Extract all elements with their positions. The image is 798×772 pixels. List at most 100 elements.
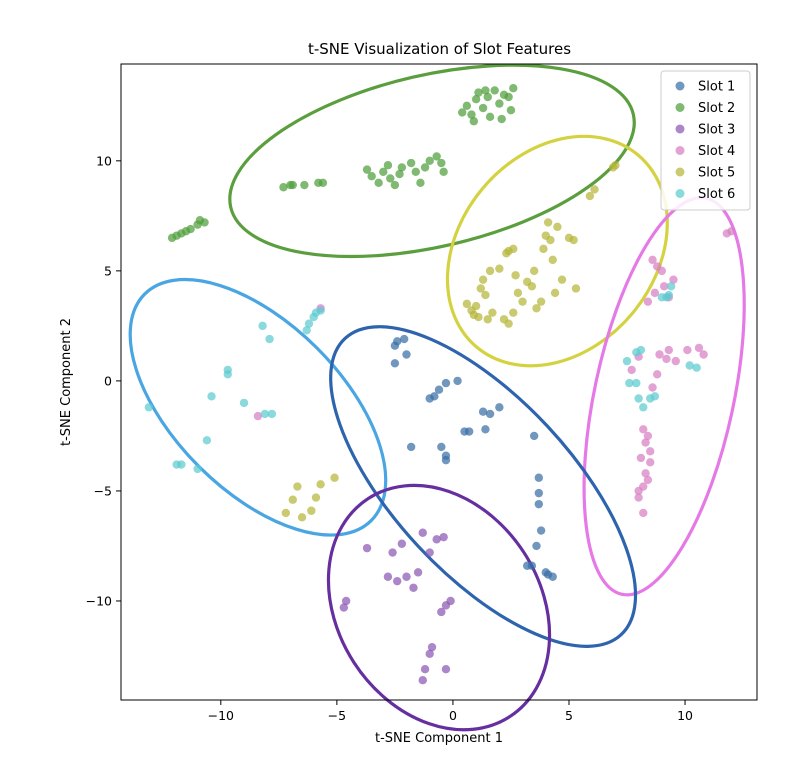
point-slot-5 xyxy=(471,301,481,311)
point-slot-2 xyxy=(439,167,448,177)
y-tick-label: −5 xyxy=(94,483,112,498)
point-slot-6 xyxy=(177,460,186,469)
legend-label-slot-3: Slot 3 xyxy=(698,123,735,138)
point-slot-4 xyxy=(694,343,704,353)
x-tick-label: 0 xyxy=(449,708,457,723)
point-slot-5 xyxy=(281,508,291,518)
point-slot-4 xyxy=(253,411,263,421)
point-slot-2 xyxy=(485,112,495,122)
point-slot-2 xyxy=(397,163,407,172)
point-slot-1 xyxy=(393,337,402,346)
point-slot-4 xyxy=(650,288,660,298)
point-slot-6 xyxy=(685,361,694,370)
point-slot-2 xyxy=(318,178,328,188)
point-slot-2 xyxy=(374,178,383,188)
point-slot-4 xyxy=(662,354,671,364)
cluster-ellipse-5 xyxy=(329,325,638,648)
point-slot-2 xyxy=(509,84,518,93)
point-slot-2 xyxy=(425,156,434,166)
point-slot-5 xyxy=(539,244,548,254)
x-axis-label: t-SNE Component 1 xyxy=(375,731,503,746)
point-slot-4 xyxy=(648,383,657,392)
point-slot-6 xyxy=(692,363,701,372)
point-slot-5 xyxy=(513,288,523,298)
point-slot-5 xyxy=(478,275,488,284)
x-axis-ticks: −10 −5 0 5 10 xyxy=(208,700,693,723)
point-slot-4 xyxy=(648,255,657,265)
point-slot-1 xyxy=(464,427,474,436)
legend-label-slot-2: Slot 2 xyxy=(698,101,735,116)
point-slot-2 xyxy=(462,101,472,111)
point-slot-3 xyxy=(362,543,372,553)
point-slot-1 xyxy=(529,431,539,441)
legend-marker-slot-4 xyxy=(675,146,685,155)
point-slot-4 xyxy=(643,475,653,485)
point-slot-6 xyxy=(664,290,673,300)
point-slot-6 xyxy=(144,403,154,412)
y-tick-label: 5 xyxy=(104,263,112,278)
point-slot-2 xyxy=(495,99,504,108)
cluster-ellipse-4 xyxy=(128,277,388,537)
point-slot-5 xyxy=(483,315,492,324)
point-slot-1 xyxy=(402,350,411,359)
point-slot-6 xyxy=(625,378,634,388)
point-slot-2 xyxy=(367,172,376,181)
legend-label-slot-5: Slot 5 xyxy=(698,166,735,181)
point-slot-5 xyxy=(546,235,555,245)
point-slot-2 xyxy=(506,106,516,115)
point-slot-4 xyxy=(643,297,653,306)
point-slot-2 xyxy=(279,183,288,192)
point-slot-2 xyxy=(490,86,499,95)
point-slot-2 xyxy=(437,158,446,168)
legend-label-slot-1: Slot 1 xyxy=(698,80,735,95)
legend-marker-slot-3 xyxy=(675,124,685,134)
point-slot-5 xyxy=(307,506,316,515)
point-slot-4 xyxy=(652,370,662,379)
point-slot-5 xyxy=(529,266,539,276)
point-slot-4 xyxy=(727,227,736,236)
point-slot-2 xyxy=(379,167,388,177)
point-slot-6 xyxy=(258,321,267,331)
point-slot-6 xyxy=(223,365,232,375)
point-slot-2 xyxy=(467,110,476,119)
point-slot-1 xyxy=(430,392,439,401)
point-slot-3 xyxy=(418,675,427,685)
chart-title: t-SNE Visualization of Slot Features xyxy=(308,40,571,58)
point-slot-5 xyxy=(553,222,562,232)
point-slot-2 xyxy=(432,152,441,161)
point-slot-6 xyxy=(202,436,212,445)
legend-marker-slot-5 xyxy=(675,167,685,177)
point-slot-3 xyxy=(446,596,455,606)
point-slot-3 xyxy=(439,532,448,542)
legend-label-slot-6: Slot 6 xyxy=(698,187,735,202)
x-tick-label: 5 xyxy=(565,708,573,723)
cluster-ellipse-6 xyxy=(326,483,552,732)
point-slot-6 xyxy=(634,394,643,403)
point-slot-4 xyxy=(627,365,636,375)
y-tick-label: −10 xyxy=(86,593,112,608)
point-slot-1 xyxy=(548,572,557,581)
point-slot-1 xyxy=(532,541,541,551)
point-slot-2 xyxy=(420,163,430,172)
point-slot-1 xyxy=(441,455,451,465)
point-slot-5 xyxy=(504,319,513,328)
legend-marker-slot-6 xyxy=(675,189,685,198)
point-slot-1 xyxy=(534,473,544,482)
point-slot-5 xyxy=(330,473,339,482)
point-slot-6 xyxy=(316,306,325,315)
point-slot-3 xyxy=(425,548,434,557)
y-tick-label: 10 xyxy=(96,153,112,168)
point-slot-3 xyxy=(425,649,434,658)
point-slot-5 xyxy=(571,284,581,293)
point-slot-1 xyxy=(481,425,490,434)
point-slot-1 xyxy=(495,403,504,412)
point-slot-4 xyxy=(655,350,664,359)
point-slot-4 xyxy=(639,482,648,491)
point-slot-5 xyxy=(474,312,483,322)
point-slot-3 xyxy=(388,548,397,557)
point-slot-4 xyxy=(683,345,692,355)
point-slot-4 xyxy=(671,356,680,366)
point-slot-4 xyxy=(634,493,643,502)
point-slot-4 xyxy=(646,447,655,456)
